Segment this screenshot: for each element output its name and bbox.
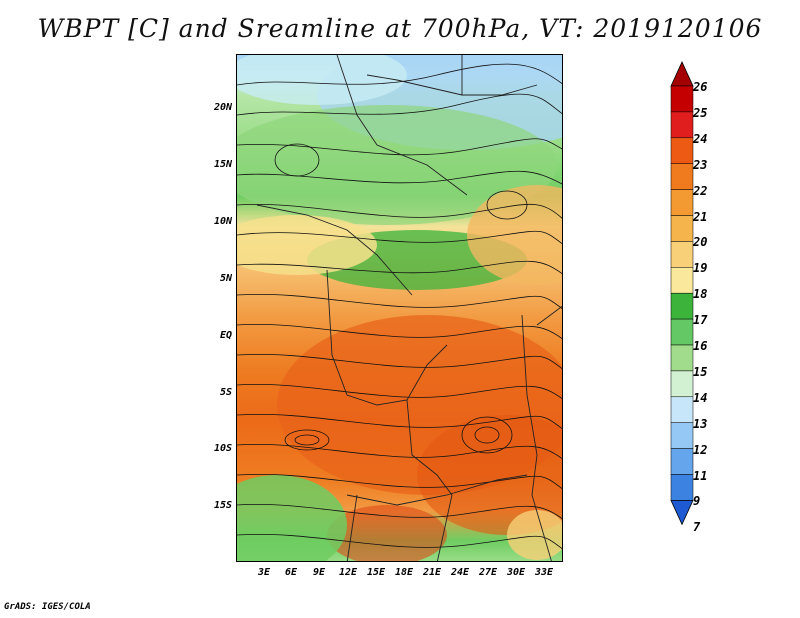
lon-label-6e: 6E xyxy=(284,567,298,578)
country-borders xyxy=(256,55,562,561)
lat-label-20n: 20N xyxy=(213,102,232,113)
colorbar-segment xyxy=(670,189,694,216)
colorbar-arrow-top xyxy=(670,61,694,87)
colorbar-level-label: 13 xyxy=(693,416,708,431)
colorbar-level-label: 26 xyxy=(693,80,708,94)
colorbar-segment xyxy=(670,474,694,501)
colorbar-segment xyxy=(670,241,694,268)
colorbar-segment xyxy=(670,111,694,139)
colorbar-level-label: 12 xyxy=(693,442,708,457)
lon-label-15e: 15E xyxy=(366,567,386,578)
colorbar-level-label: 16 xyxy=(693,339,708,353)
colorbar-level-label: 18 xyxy=(693,287,708,302)
footer-credit: GrADS: IGES/COLA xyxy=(4,602,91,612)
streamlines xyxy=(237,63,562,550)
colorbar-level-label: 20 xyxy=(693,235,708,250)
lon-label-30e: 30E xyxy=(506,567,526,578)
lat-label-5s: 5S xyxy=(219,387,232,398)
lon-label-3e: 3E xyxy=(257,567,271,578)
lat-label-eq: EQ xyxy=(219,330,232,341)
colorbar-level-label: 25 xyxy=(693,105,708,120)
lon-label-12e: 12E xyxy=(338,567,358,578)
colorbar-level-label: 15 xyxy=(693,364,708,379)
colorbar-segment xyxy=(670,163,694,190)
lat-label-15n: 15N xyxy=(213,159,232,170)
map-title: WBPT [C] and Sreamline at 700hPa, VT: 20… xyxy=(37,14,763,43)
colorbar-level-label: 24 xyxy=(693,131,708,146)
lon-label-33e: 33E xyxy=(534,567,554,578)
colorbar-level-label: 22 xyxy=(693,183,708,198)
colorbar-level-label: 11 xyxy=(693,468,708,483)
colorbar-segment xyxy=(670,215,694,242)
lat-label-10s: 10S xyxy=(213,443,232,454)
colorbar-segment xyxy=(670,318,694,346)
colorbar-arrow-bottom xyxy=(670,499,694,526)
lon-label-9e: 9E xyxy=(312,567,326,578)
colorbar-segment xyxy=(670,344,694,372)
colorbar-level-label: 23 xyxy=(693,157,708,172)
colorbar-segment xyxy=(670,85,694,113)
colorbar-level-label: 21 xyxy=(693,209,708,224)
lat-label-5n: 5N xyxy=(219,273,232,284)
lon-label-21e: 21E xyxy=(422,567,442,578)
colorbar-level-label: 14 xyxy=(693,390,708,405)
colorbar-level-label: 17 xyxy=(693,313,708,328)
lon-label-18e: 18E xyxy=(394,567,414,578)
colorbar-segment xyxy=(670,137,694,164)
colorbar-segment xyxy=(670,396,694,423)
colorbar-segment xyxy=(670,292,694,320)
colorbar-level-label: 9 xyxy=(693,494,701,509)
wbpt-shading xyxy=(237,55,562,561)
colorbar-segment xyxy=(670,448,694,475)
colorbar-level-label: 19 xyxy=(693,261,708,276)
map-plot-area xyxy=(236,54,563,562)
colorbar xyxy=(670,61,694,526)
lon-label-27e: 27E xyxy=(478,567,498,578)
lat-label-10n: 10N xyxy=(213,216,232,227)
colorbar-level-label: 7 xyxy=(693,520,701,535)
colorbar-segment xyxy=(670,370,694,398)
colorbar-segment xyxy=(670,267,694,294)
colorbar-segment xyxy=(670,422,694,449)
lat-label-15s: 15S xyxy=(213,500,232,511)
lon-label-24e: 24E xyxy=(450,567,470,578)
